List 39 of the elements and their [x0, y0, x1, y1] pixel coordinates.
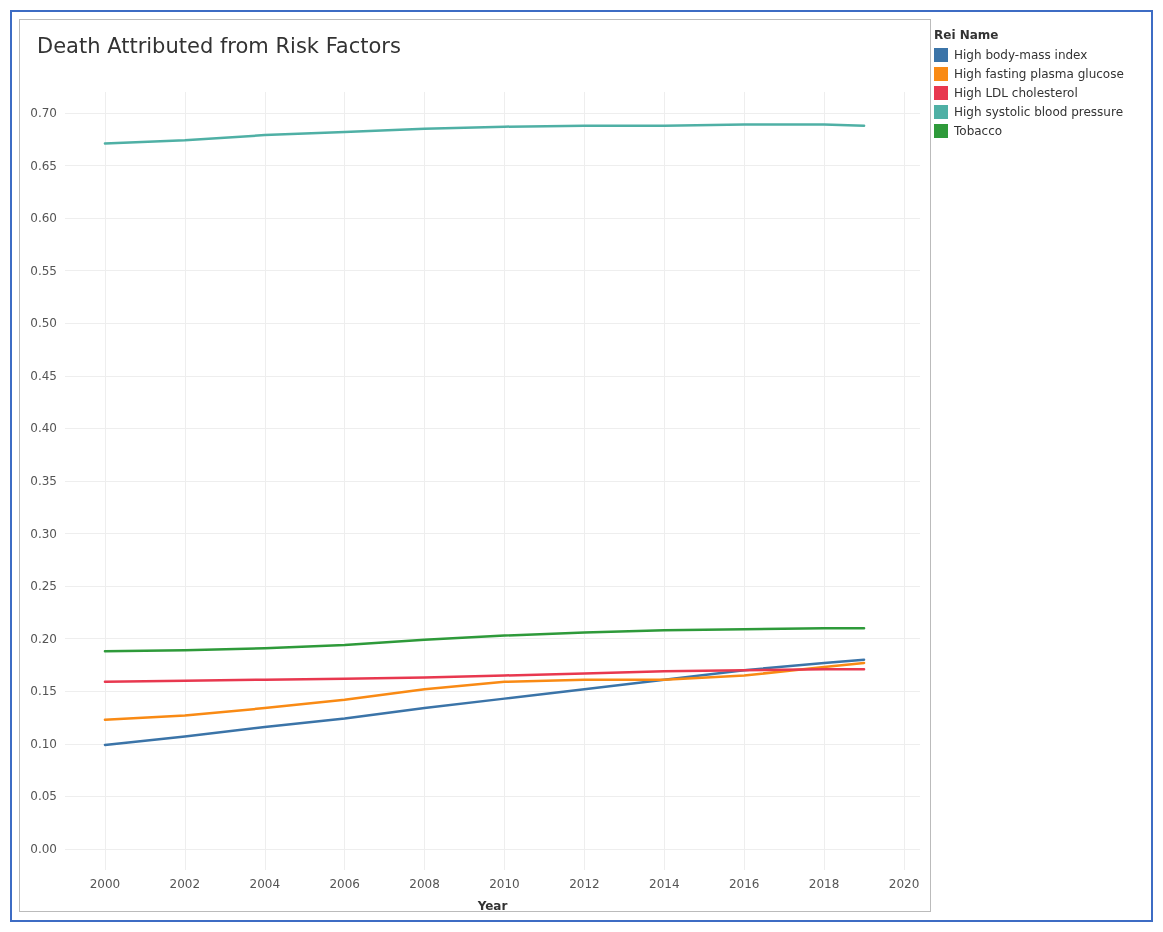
x-tick-label: 2016 [728, 877, 760, 891]
y-tick-label: 0.20 [30, 631, 57, 646]
line-series [103, 658, 866, 747]
y-tick-label: 0.60 [30, 211, 57, 226]
line-series [103, 123, 866, 145]
y-tick-label: 0.15 [30, 684, 57, 699]
line-series [103, 661, 866, 721]
y-tick-label: 0.65 [30, 158, 57, 173]
x-tick-label: 2018 [808, 877, 840, 891]
x-tick-label: 2002 [169, 877, 201, 891]
y-tick-label: 0.25 [30, 579, 57, 594]
y-tick-label: 0.70 [30, 106, 57, 121]
x-tick-label: 2006 [329, 877, 360, 891]
legend-label: High systolic blood pressure [954, 104, 1124, 119]
legend-label: High fasting plasma glucose [954, 66, 1124, 81]
x-tick-label: 2010 [489, 877, 520, 891]
y-tick-label: 0.35 [30, 474, 57, 488]
x-tick-label: 2008 [409, 877, 440, 891]
chart-title: Death Attributed from Risk Factors [37, 33, 401, 58]
y-tick-label: 0.10 [30, 736, 57, 751]
x-axis-title: Year [476, 899, 508, 913]
x-tick-label: 2000 [89, 877, 121, 891]
y-tick-label: 0.45 [30, 368, 57, 383]
y-tick-label: 0.40 [30, 421, 57, 436]
y-tick-label: 0.00 [30, 841, 57, 856]
x-tick-label: 2014 [649, 877, 680, 891]
y-tick-label: 0.30 [30, 526, 57, 541]
x-tick-label: 2020 [888, 877, 920, 891]
y-tick-label: 0.55 [30, 263, 57, 278]
x-tick-label: 2012 [569, 877, 600, 891]
line-series [103, 667, 866, 684]
legend-label: Tobacco [954, 123, 1003, 138]
y-tick-label: 0.50 [30, 316, 57, 331]
legend-label: High LDL cholesterol [954, 85, 1078, 100]
line-series [103, 626, 866, 653]
legend-label: High body-mass index [954, 47, 1088, 62]
y-tick-label: 0.05 [30, 789, 57, 804]
x-tick-label: 2004 [249, 877, 281, 891]
legend-title: Rei Name [934, 28, 1000, 42]
